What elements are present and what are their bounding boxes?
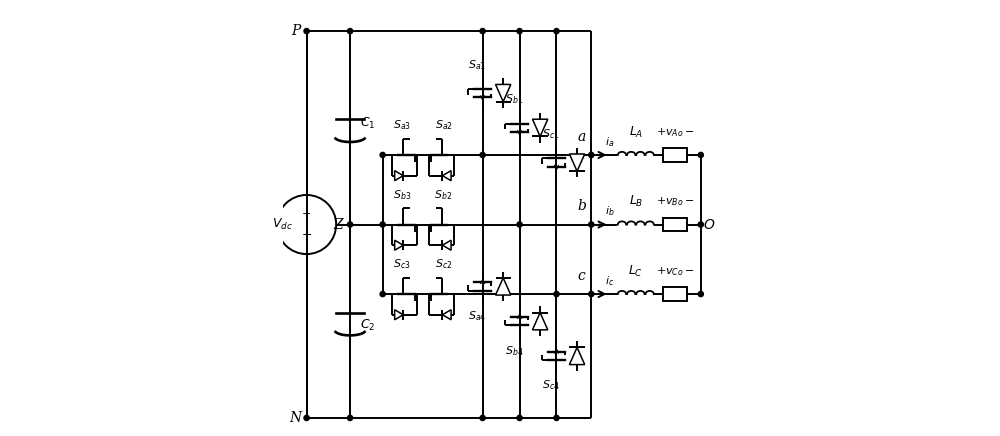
Bar	[663, 148, 687, 162]
Text: $S_{b4}$: $S_{b4}$	[505, 344, 524, 358]
Circle shape	[480, 28, 485, 34]
Bar	[663, 287, 687, 301]
Polygon shape	[395, 240, 403, 250]
Circle shape	[589, 291, 594, 296]
Text: $S_{c3}$: $S_{c3}$	[393, 258, 411, 271]
Polygon shape	[569, 347, 585, 364]
Circle shape	[698, 222, 703, 227]
Circle shape	[347, 222, 353, 227]
Bar	[663, 218, 687, 232]
Polygon shape	[532, 313, 548, 330]
Text: $i_b$: $i_b$	[605, 204, 614, 218]
Text: $S_{c1}$: $S_{c1}$	[542, 127, 560, 141]
Text: $i_c$: $i_c$	[605, 274, 614, 288]
Polygon shape	[395, 170, 403, 181]
Text: $+v_{Bo}-$: $+v_{Bo}-$	[656, 195, 694, 208]
Circle shape	[554, 291, 559, 296]
Text: −: −	[301, 229, 312, 242]
Text: $L_A$: $L_A$	[629, 125, 643, 140]
Circle shape	[347, 416, 353, 421]
Circle shape	[554, 28, 559, 34]
Text: $+v_{Co}-$: $+v_{Co}-$	[656, 265, 694, 278]
Polygon shape	[442, 310, 451, 320]
Text: $S_{b3}$: $S_{b3}$	[393, 188, 411, 202]
Circle shape	[304, 28, 309, 34]
Circle shape	[589, 222, 594, 227]
Text: a: a	[578, 130, 586, 144]
Text: P: P	[291, 24, 300, 38]
Text: N: N	[290, 411, 302, 425]
Circle shape	[554, 416, 559, 421]
Text: $S_{a2}$: $S_{a2}$	[435, 119, 452, 133]
Text: $S_{c2}$: $S_{c2}$	[435, 258, 452, 271]
Text: Z: Z	[333, 218, 343, 232]
Text: $S_{c4}$: $S_{c4}$	[542, 378, 560, 392]
Polygon shape	[442, 240, 451, 250]
Circle shape	[347, 28, 353, 34]
Circle shape	[380, 152, 385, 157]
Text: $S_{b2}$: $S_{b2}$	[434, 188, 453, 202]
Circle shape	[304, 416, 309, 421]
Circle shape	[480, 416, 485, 421]
Circle shape	[698, 291, 703, 296]
Text: b: b	[577, 199, 586, 213]
Polygon shape	[532, 119, 548, 136]
Circle shape	[517, 222, 522, 227]
Text: $S_{b1}$: $S_{b1}$	[505, 93, 523, 106]
Text: $V_{dc}$: $V_{dc}$	[272, 217, 293, 232]
Text: $S_{a4}$: $S_{a4}$	[468, 309, 487, 323]
Text: +: +	[302, 209, 311, 218]
Polygon shape	[496, 85, 511, 102]
Text: $C_2$: $C_2$	[360, 318, 375, 333]
Text: c: c	[578, 269, 586, 283]
Circle shape	[517, 416, 522, 421]
Polygon shape	[395, 310, 403, 320]
Circle shape	[480, 152, 485, 157]
Circle shape	[589, 152, 594, 157]
Text: $S_{a1}$: $S_{a1}$	[468, 58, 486, 72]
Circle shape	[698, 152, 703, 157]
Polygon shape	[496, 278, 511, 295]
Circle shape	[517, 28, 522, 34]
Text: $i_a$: $i_a$	[605, 135, 614, 149]
Text: $+v_{Ao}-$: $+v_{Ao}-$	[656, 126, 694, 139]
Text: $S_{a3}$: $S_{a3}$	[393, 119, 411, 133]
Text: $O$: $O$	[703, 218, 716, 232]
Polygon shape	[442, 170, 451, 181]
Polygon shape	[569, 154, 585, 171]
Circle shape	[380, 291, 385, 296]
Text: $L_B$: $L_B$	[629, 194, 643, 209]
Text: $C_1$: $C_1$	[360, 116, 375, 131]
Circle shape	[380, 222, 385, 227]
Text: $L_C$: $L_C$	[628, 264, 643, 279]
